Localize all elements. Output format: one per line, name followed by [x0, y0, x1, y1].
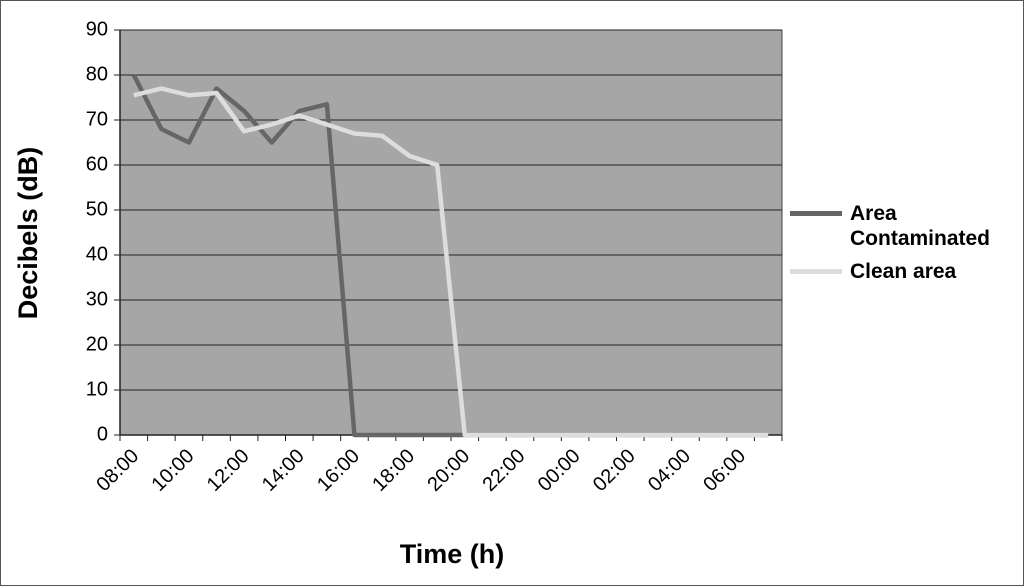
legend-label: Area Contaminated	[850, 202, 991, 250]
y-tick-label: 60	[86, 153, 108, 175]
y-tick-label: 90	[86, 18, 108, 40]
y-axis-title: Decibels (dB)	[13, 147, 43, 320]
y-tick-label: 0	[97, 423, 108, 445]
y-tick-label: 20	[86, 333, 108, 355]
y-tick-label: 40	[86, 243, 108, 265]
y-tick-label: 50	[86, 198, 108, 220]
series-line	[133, 86, 769, 438]
legend-key	[790, 211, 842, 216]
legend-key	[790, 269, 842, 274]
legend-label: Clean area	[850, 260, 957, 283]
legend: Area Contaminated Clean area	[790, 201, 1024, 292]
legend-item: Area Contaminated	[790, 201, 1024, 251]
y-tick-label: 30	[86, 288, 108, 310]
y-tick-label: 80	[86, 63, 108, 85]
legend-item: Clean area	[790, 259, 1024, 284]
x-axis-title: Time (h)	[400, 539, 505, 569]
y-tick-label: 70	[86, 108, 108, 130]
y-tick-label: 10	[86, 378, 108, 400]
